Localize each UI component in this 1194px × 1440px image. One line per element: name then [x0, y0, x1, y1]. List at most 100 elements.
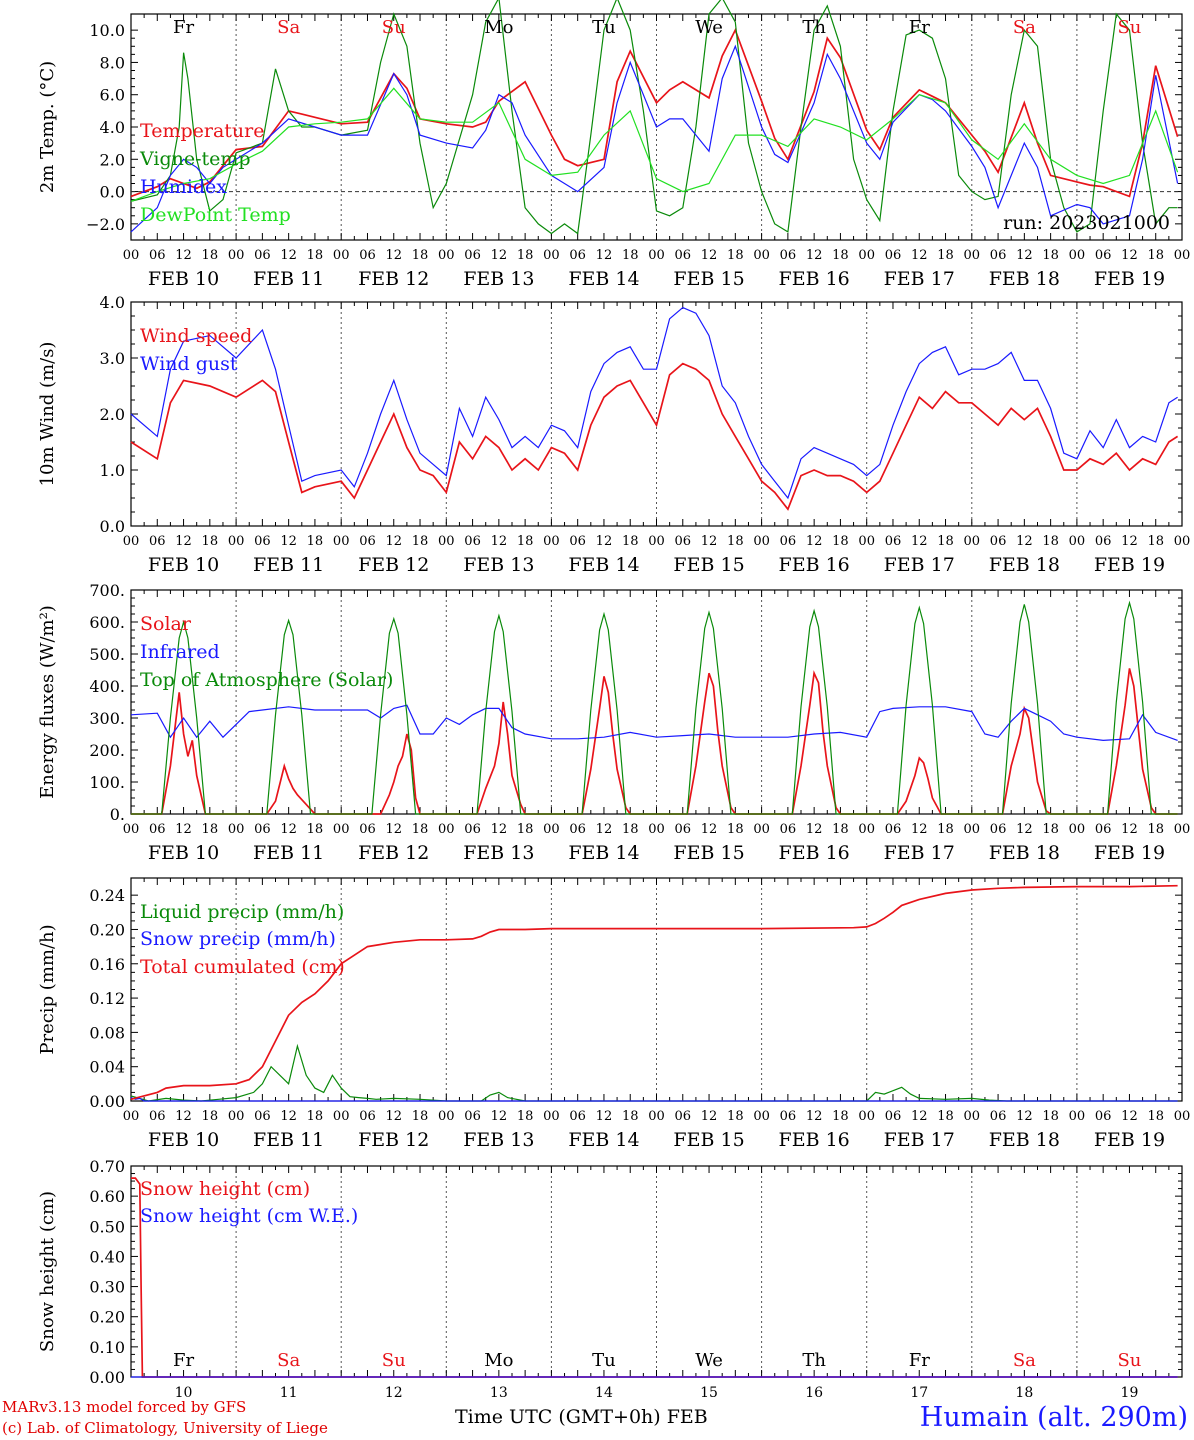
x-date-label: FEB 16: [779, 842, 850, 864]
x-axis-title: Time UTC (GMT+0h) FEB: [455, 1406, 708, 1428]
x-date-label: FEB 18: [989, 1129, 1060, 1151]
x-date-label: FEB 15: [673, 554, 744, 576]
y-tick-label: 0.40: [89, 1247, 125, 1266]
y-tick-label: 0.00: [89, 1368, 125, 1387]
x-hour-label: 18: [517, 1109, 534, 1124]
x-hour-label: 06: [780, 822, 797, 837]
x-hour-label: 00: [438, 248, 455, 263]
panel-5: 0.70 0.60 0.50 0.40 0.30 0.20 0.10 0.00 Snow hei…: [37, 1157, 1183, 1401]
x-hour-label: 06: [885, 534, 902, 549]
x-hour-label: 06: [569, 534, 586, 549]
x-date-label: FEB 14: [568, 1129, 639, 1151]
x-hour-label: 18: [517, 822, 534, 837]
weekday-label: Sa: [277, 17, 300, 38]
lab-credit: (c) Lab. of Climatology, University of L…: [2, 1419, 328, 1437]
legend-entry: Vigne-temp: [139, 148, 251, 170]
x-day-number: 11: [280, 1385, 298, 1401]
x-hour-label: 06: [254, 534, 271, 549]
y-tick-label: 2.0: [100, 150, 125, 169]
x-hour-label: 12: [806, 248, 823, 263]
x-hour-label: 06: [990, 534, 1007, 549]
series-line-total-cumulated-cm-: [130, 884, 1178, 1101]
weekday-label: Fr: [909, 17, 930, 38]
legend-entry: Top of Atmosphere (Solar): [140, 669, 393, 691]
x-hour-label: 00: [333, 822, 350, 837]
x-hour-label: 12: [491, 822, 508, 837]
x-hour-label: 00: [648, 248, 665, 263]
x-hour-label: 00: [438, 1109, 455, 1124]
x-hour-label: 12: [1016, 1109, 1033, 1124]
x-hour-label: 18: [937, 1109, 954, 1124]
x-hour-label: 18: [202, 1109, 219, 1124]
series-line-temperature: [130, 27, 1179, 198]
x-date-label: FEB 13: [463, 1129, 534, 1151]
weekday-label: Sa: [1013, 17, 1036, 38]
x-hour-label: 00: [964, 534, 981, 549]
x-date-label: FEB 15: [673, 268, 744, 290]
y-tick-label: 0.0: [100, 183, 125, 202]
y-tick-label: 3.0: [100, 349, 125, 368]
weekday-label: Th: [802, 1350, 826, 1371]
x-hour-label: 06: [885, 248, 902, 263]
x-hour-label: 18: [1147, 822, 1164, 837]
y-tick-label: 0.60: [89, 1187, 125, 1206]
y-tick-label: 0.16: [89, 955, 125, 974]
x-hour-label: 12: [911, 822, 928, 837]
x-date-label: FEB 16: [779, 1129, 850, 1151]
legend-entry: Snow height (cm): [140, 1178, 310, 1200]
x-day-number: 12: [385, 1385, 403, 1401]
weekday-label: We: [695, 1350, 723, 1371]
x-hour-label: 18: [937, 822, 954, 837]
panel-3: 700. 600. 500. 400. 300. 200. 100. 0. Energy flu…: [37, 581, 1190, 864]
y-tick-label: 300.: [89, 709, 125, 728]
x-hour-label: 00: [648, 1109, 665, 1124]
y-axis-label: Precip (mm/h): [37, 924, 58, 1054]
x-date-label: FEB 12: [358, 268, 429, 290]
series-line-liquid-precip-mm-h-: [130, 1043, 1178, 1102]
x-hour-label: 00: [648, 822, 665, 837]
y-tick-label: 400.: [89, 677, 125, 696]
y-tick-label: 4.0: [100, 293, 125, 312]
weekday-label: We: [695, 17, 723, 38]
x-day-number: 16: [805, 1385, 823, 1401]
y-tick-label: 0.24: [89, 886, 125, 905]
x-hour-label: 00: [123, 822, 140, 837]
x-hour-label: 00: [228, 248, 245, 263]
x-hour-label: 18: [1147, 248, 1164, 263]
weekday-label: Fr: [173, 17, 194, 38]
x-hour-label: 18: [727, 534, 744, 549]
x-hour-label: 06: [359, 822, 376, 837]
x-hour-label: 00: [333, 1109, 350, 1124]
x-hour-label: 12: [701, 822, 718, 837]
series-line-infrared: [130, 704, 1178, 742]
x-hour-label: 12: [701, 248, 718, 263]
x-hour-label: 06: [885, 1109, 902, 1124]
series-line-wind-gust: [130, 306, 1178, 500]
x-hour-label: 06: [254, 822, 271, 837]
model-credit: MARv3.13 model forced by GFS: [2, 1398, 247, 1416]
y-tick-label: 0.20: [89, 1308, 125, 1327]
y-tick-label: 0.0: [100, 517, 125, 536]
y-axis-label: 2m Temp. (°C): [37, 61, 58, 193]
x-date-label: FEB 16: [779, 554, 850, 576]
x-hour-label: 12: [1121, 1109, 1138, 1124]
x-hour-label: 06: [359, 1109, 376, 1124]
x-date-label: FEB 12: [358, 554, 429, 576]
x-hour-label: 00: [543, 534, 560, 549]
x-date-label: FEB 18: [989, 842, 1060, 864]
x-hour-label: 12: [1121, 534, 1138, 549]
x-hour-label: 18: [1147, 534, 1164, 549]
weekday-label: Sa: [277, 1350, 300, 1371]
x-hour-label: 18: [517, 534, 534, 549]
y-tick-label: 2.0: [100, 405, 125, 424]
x-hour-label: 18: [832, 248, 849, 263]
x-date-label: FEB 12: [358, 1129, 429, 1151]
x-hour-label: 18: [307, 534, 324, 549]
x-hour-label: 12: [806, 534, 823, 549]
y-axis-label: Snow height (cm): [37, 1191, 58, 1352]
x-date-label: FEB 16: [779, 268, 850, 290]
x-hour-label: 12: [911, 534, 928, 549]
panel-2: 4.0 3.0 2.0 1.0 0.0 10m Wind (m/s) Wind speed W…: [37, 293, 1190, 576]
x-date-label: FEB 14: [568, 554, 639, 576]
weekday-label: Tu: [592, 17, 616, 38]
